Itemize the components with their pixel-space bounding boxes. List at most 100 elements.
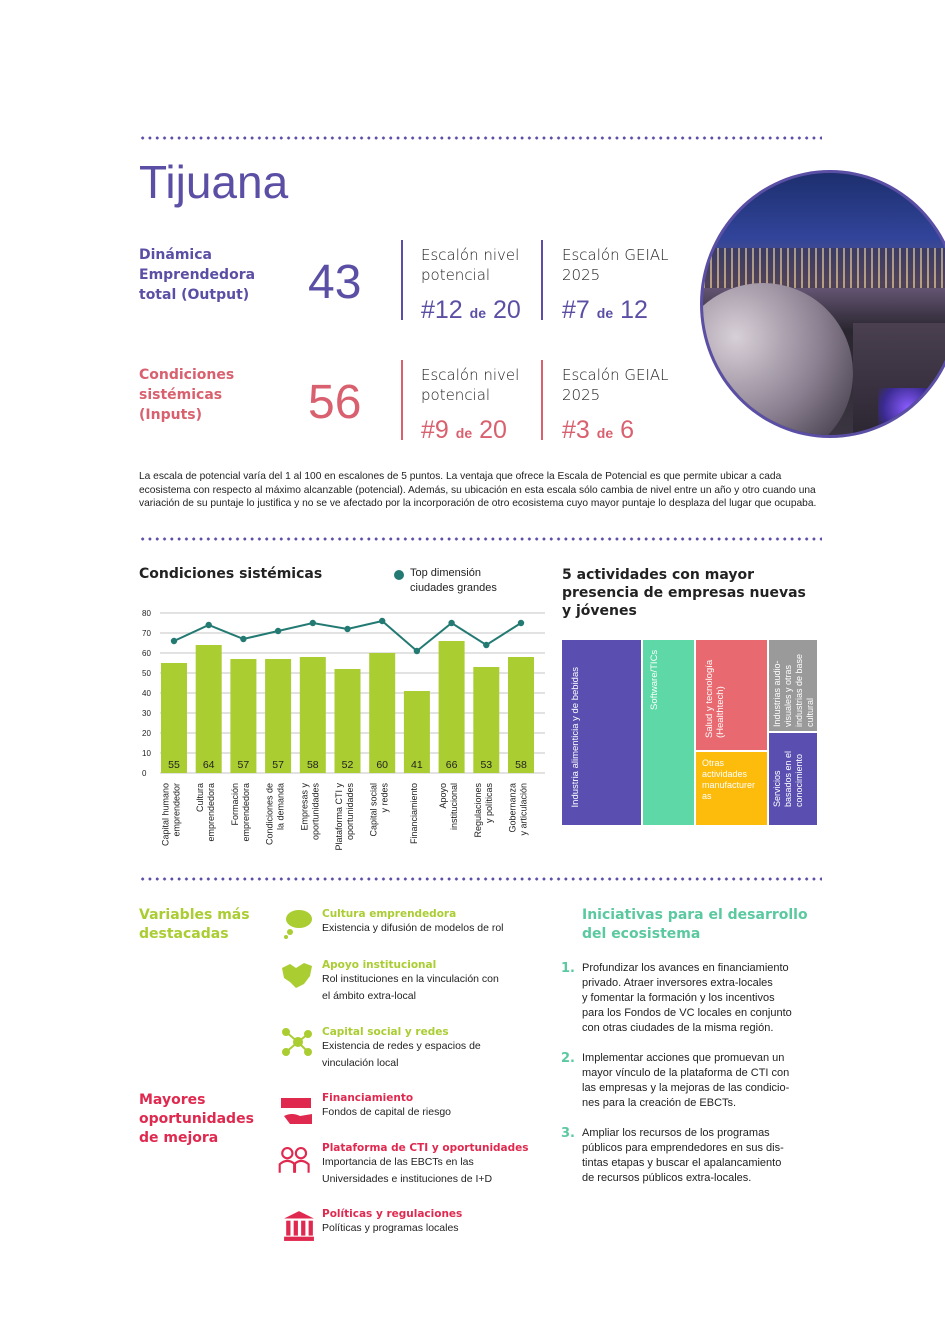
label-line: Escalón nivel xyxy=(421,246,520,264)
x-tick-label: y redes xyxy=(380,783,390,813)
improvement-item: Financiamiento Fondos de capital de riesg… xyxy=(322,1092,451,1121)
item-desc: el ámbito extra-local xyxy=(322,990,416,1002)
x-tick-label: Financiamiento xyxy=(409,783,419,844)
treemap-cell: Salud y tecnología (Healthtech) xyxy=(696,640,767,750)
x-tick-label: oportunidades xyxy=(310,783,320,841)
total: 12 xyxy=(620,296,648,324)
x-tick-label: Gobernanza xyxy=(508,783,518,833)
item-title: Cultura emprendedora xyxy=(322,908,457,920)
x-tick-label: emprendedora xyxy=(241,783,251,842)
activities-title: 5 actividades con mayor presencia de empr… xyxy=(562,566,806,620)
treemap-cell: Industrias audio-visuales y otras indust… xyxy=(769,640,817,731)
y-tick-label: 20 xyxy=(142,729,151,738)
bar-value-label: 66 xyxy=(446,759,458,771)
inputs-geial-rank: #3 de 6 xyxy=(562,416,634,445)
total: 20 xyxy=(492,296,521,324)
cell-label: Otras actividades manufactureras xyxy=(702,758,756,801)
cell-label: Servicios basados en el conocimiento xyxy=(772,750,804,807)
bar-value-label: 58 xyxy=(307,759,319,771)
money-hand-icon xyxy=(281,1098,312,1124)
item-title: Apoyo institucional xyxy=(322,959,437,971)
item-title: Financiamiento xyxy=(322,1092,414,1104)
divider xyxy=(401,240,403,320)
title-line: Variables más xyxy=(139,907,250,923)
label-line: Dinámica xyxy=(139,247,212,263)
bar xyxy=(438,641,465,773)
x-tick-label: emprendedor xyxy=(172,783,182,837)
line-point xyxy=(344,625,351,633)
y-tick-label: 70 xyxy=(142,629,151,638)
label-line: 2025 xyxy=(562,266,601,284)
bar xyxy=(265,659,292,773)
divider xyxy=(541,360,543,440)
output-score: 43 xyxy=(308,256,362,309)
item-text: públicos para emprendedores en sus dis- xyxy=(582,1142,784,1154)
label-line: Escalón GEIAL xyxy=(562,246,669,264)
initiatives-title: Iniciativas para el desarrollo del ecosis… xyxy=(582,906,808,944)
item-number: 3. xyxy=(561,1126,575,1141)
bar xyxy=(299,657,326,773)
label-line: Escalón nivel xyxy=(421,366,520,384)
output-potential-label: Escalón nivel potencial xyxy=(421,245,519,285)
title-line: y jóvenes xyxy=(562,603,637,619)
de: de xyxy=(596,425,614,441)
item-desc: Fondos de capital de riesgo xyxy=(322,1106,451,1118)
item-desc: Universidades e instituciones de I+D xyxy=(322,1173,493,1185)
x-tick-label: Condiciones de xyxy=(265,783,275,845)
title-line: oportunidades xyxy=(139,1111,254,1127)
bar xyxy=(369,653,396,773)
title-line: Iniciativas para el desarrollo xyxy=(582,907,808,923)
title-line: presencia de empresas nuevas xyxy=(562,585,806,601)
x-tick-label: Capital humano xyxy=(161,783,171,846)
label-line: (Inputs) xyxy=(139,407,202,423)
de: de xyxy=(596,305,614,321)
label-line: 2025 xyxy=(562,386,601,404)
x-tick-label: y articulación xyxy=(519,783,529,836)
label-line: total (Output) xyxy=(139,287,250,303)
line-point xyxy=(240,635,247,643)
item-desc: vinculación local xyxy=(322,1057,399,1069)
total: 20 xyxy=(479,416,507,444)
divider xyxy=(139,537,822,541)
divider xyxy=(139,877,822,881)
treemap-cell: Otras actividades manufactureras xyxy=(696,752,767,825)
page-title: Tijuana xyxy=(139,156,289,208)
inputs-potential-rank: #9 de 20 xyxy=(421,416,507,445)
line-point xyxy=(448,619,455,627)
item-text: privado. Atraer inversores extra-locales xyxy=(582,977,773,989)
highlight-item: Cultura emprendedora Existencia y difusió… xyxy=(322,908,504,937)
x-tick-label: Plataforma CTI y xyxy=(334,783,344,851)
bar xyxy=(161,663,187,773)
scale-description: La escala de potencial varía del 1 al 10… xyxy=(139,471,817,509)
y-tick-label: 50 xyxy=(142,669,151,678)
label-line: sistémicas xyxy=(139,387,223,403)
divider xyxy=(139,136,822,140)
bar xyxy=(508,657,534,773)
initiative-item: 2. Implementar acciones que promuevan un m… xyxy=(561,1051,831,1111)
item-title: Políticas y regulaciones xyxy=(322,1208,463,1220)
title-line: 5 actividades con mayor xyxy=(562,567,754,583)
rank: #7 xyxy=(562,296,590,324)
output-geial-label: Escalón GEIAL 2025 xyxy=(562,245,669,285)
output-potential-rank: #12 de 20 xyxy=(421,296,521,325)
initiatives-list: 1. Profundizar los avances en financiamie… xyxy=(561,961,831,1201)
item-desc: Existencia de redes y espacios de xyxy=(322,1040,481,1052)
improvement-item: Plataforma de CTI y oportunidades Importa… xyxy=(322,1142,529,1188)
map-region-icon xyxy=(282,963,312,988)
item-desc: Importancia de las EBCTs en las xyxy=(322,1156,474,1168)
title-line: de mejora xyxy=(139,1130,219,1146)
item-text: mayor vínculo de la plataforma de CTI co… xyxy=(582,1067,790,1079)
legend-line: Top dimensión xyxy=(410,567,481,579)
treemap-cell: Software/TICs xyxy=(643,640,694,825)
line-point xyxy=(483,641,490,649)
de: de xyxy=(455,425,473,441)
inputs-potential-label: Escalón nivel potencial xyxy=(421,365,519,405)
government-building-icon xyxy=(284,1211,314,1241)
rank: #9 xyxy=(421,416,449,444)
bar-value-label: 58 xyxy=(515,759,527,771)
item-text: Profundizar los avances en financiamient… xyxy=(582,962,789,974)
cell-label: Industria alimenticia y de bebidas xyxy=(570,666,581,807)
bar xyxy=(230,659,257,773)
initiative-item: 1. Profundizar los avances en financiamie… xyxy=(561,961,831,1036)
